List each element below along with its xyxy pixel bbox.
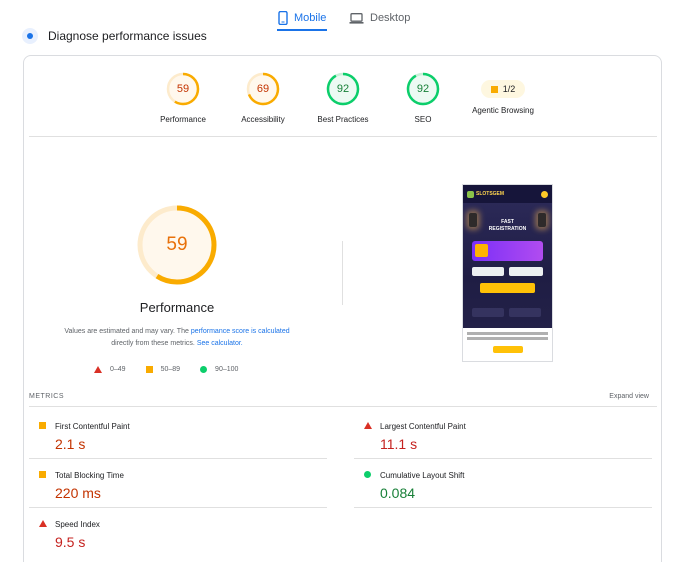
average-square-icon [490,85,498,93]
device-tabs: Mobile Desktop [0,0,688,32]
legend-average: 50–89 [145,366,181,373]
screenshot-cta [480,283,535,293]
laptop-icon [349,12,364,24]
screenshot-field-1 [472,267,504,276]
screenshot-logo-text: SLOTSGEM [476,191,505,197]
metrics-divider [29,406,657,407]
gauge-seo[interactable]: 92 SEO [378,71,468,124]
screenshot-hero: FAST REGISTRATION [463,203,552,328]
gauge-performance-score: 59 [176,83,190,95]
average-square-icon [39,422,46,429]
note-text-2: directly from these metrics. [111,340,197,347]
tab-desktop-label: Desktop [370,12,411,24]
performance-note: Values are estimated and may vary. The p… [39,326,315,350]
gauge-best-practices-score: 92 [336,83,350,95]
screenshot-headline-2: REGISTRATION [488,226,527,232]
metric-fcp-name: First Contentful Paint [55,422,130,431]
screenshot-logo: SLOTSGEM [467,190,505,198]
gauge-accessibility-ring [246,72,280,106]
expand-view-button[interactable]: Expand view [609,393,649,400]
gauge-seo-ring [406,72,440,106]
metric-speed-index-name: Speed Index [55,520,100,529]
final-screenshot: SLOTSGEM FAST REGISTRATION [462,184,553,362]
legend-pass-label: 90–100 [215,366,239,373]
screenshot-button-2 [509,308,541,317]
metric-cls-value: 0.084 [380,485,416,501]
gauge-accessibility[interactable]: 69 Accessibility [218,71,308,124]
screenshot-field-2 [509,267,543,276]
note-text-1: Values are estimated and may vary. The [64,328,191,335]
average-square-icon [39,471,46,478]
performance-big-gauge [137,205,217,285]
average-square-icon [145,366,153,373]
metric-speed-index-value: 9.5 s [55,534,86,550]
logo-icon [467,190,474,198]
legend-average-label: 50–89 [160,366,181,373]
fail-triangle-icon [364,422,372,429]
category-gauges: 59 Performance 69 Accessibility 92 Best … [24,71,663,131]
performance-score-link[interactable]: performance score is calculated [190,328,290,335]
metrics-heading: METRICS [29,393,64,400]
screenshot-offer-card [472,241,543,261]
active-tab-indicator [277,29,327,31]
metric-lcp-name: Largest Contentful Paint [380,422,466,431]
tab-mobile[interactable]: Mobile [278,4,326,32]
lantern-right-icon [538,213,546,227]
metric-cls: Cumulative Layout Shift 0.084 [354,459,652,508]
fail-triangle-icon [39,520,47,527]
performance-big-score: 59 [166,234,188,255]
gauge-agentic-browsing[interactable]: 1/2 Agentic Browsing [458,71,548,115]
agentic-badge: 1/2 [481,80,525,98]
lab-data-icon [22,28,38,44]
gauge-performance-label: Performance [160,115,206,124]
performance-title: Performance [139,300,215,315]
metric-fcp-value: 2.1 s [55,436,86,452]
gauge-best-practices-label: Best Practices [317,115,369,124]
smartphone-icon [278,11,288,25]
pass-circle-icon [364,471,371,478]
lantern-left-icon [469,213,477,227]
metric-tbt-value: 220 ms [55,485,101,501]
tab-desktop[interactable]: Desktop [349,4,410,32]
gauge-seo-label: SEO [414,115,432,124]
gauge-accessibility-score: 69 [256,83,270,95]
tab-mobile-label: Mobile [294,12,327,24]
metric-lcp-value: 11.1 s [380,436,418,452]
metric-speed-index: Speed Index 9.5 s [29,508,327,557]
legend-fail: 0–49 [94,366,126,373]
fail-triangle-icon [94,366,102,373]
gauges-divider [29,136,657,137]
legend-pass: 90–100 [200,366,238,373]
diagnose-title: Diagnose performance issues [48,29,207,43]
screenshot-button-1 [472,308,504,317]
screenshot-menu-icon [541,190,548,198]
see-calculator-link[interactable]: See calculator. [196,340,243,347]
gauge-performance[interactable]: 59 Performance [138,71,228,124]
gauge-seo-score: 92 [416,83,430,95]
metric-tbt: Total Blocking Time 220 ms [29,459,327,508]
metric-fcp: First Contentful Paint 2.1 s [29,410,327,459]
screenshot-headline-1: FAST [501,219,514,225]
screenshot-topbar: SLOTSGEM [463,185,552,203]
screenshot-headline: FAST REGISTRATION [463,219,552,233]
agentic-badge-value: 1/2 [502,84,516,94]
gauge-best-practices[interactable]: 92 Best Practices [298,71,388,124]
score-legend: 0–49 50–89 90–100 [94,366,238,373]
metric-lcp: Largest Contentful Paint 11.1 s [354,410,652,459]
report-card: 59 Performance 69 Accessibility 92 Best … [23,55,662,562]
legend-fail-label: 0–49 [110,366,126,373]
pass-circle-icon [200,366,208,373]
vertical-divider [342,241,343,305]
gauge-accessibility-label: Accessibility [241,115,285,124]
agentic-label: Agentic Browsing [472,106,534,115]
metric-tbt-name: Total Blocking Time [55,471,124,480]
diagnose-header: Diagnose performance issues [22,28,207,44]
metric-cls-name: Cumulative Layout Shift [380,471,465,480]
screenshot-cookie-banner [463,328,552,361]
gauge-performance-ring [166,72,200,106]
gauge-best-practices-ring [326,72,360,106]
